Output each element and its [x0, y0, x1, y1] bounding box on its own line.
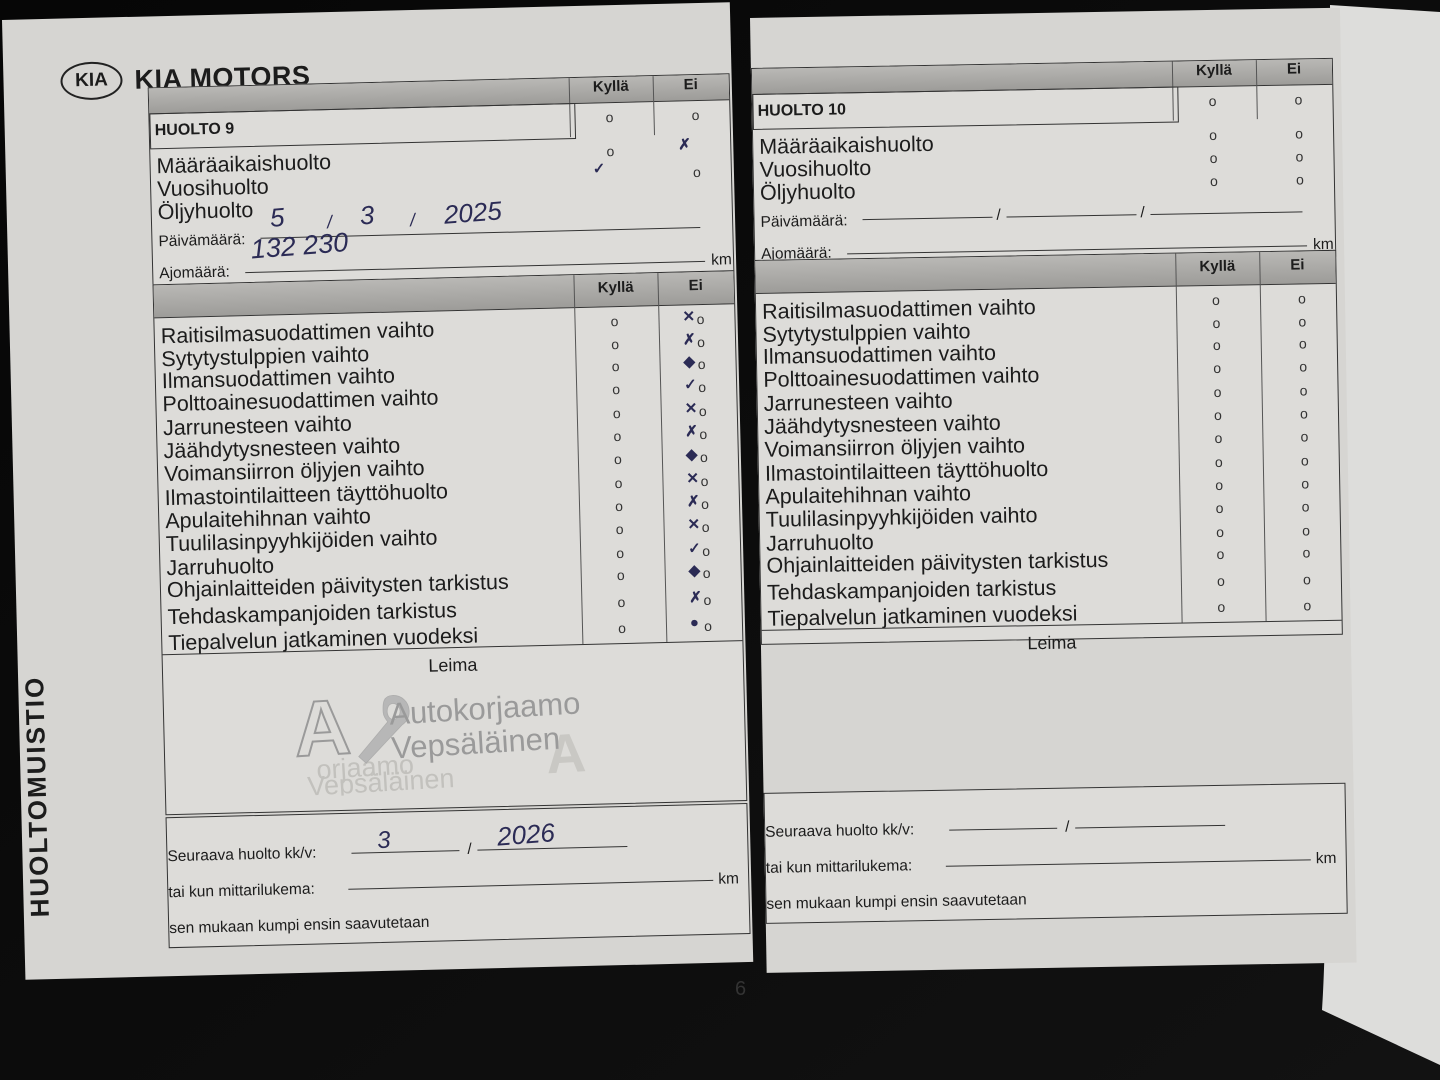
svg-text:A: A [292, 682, 353, 773]
